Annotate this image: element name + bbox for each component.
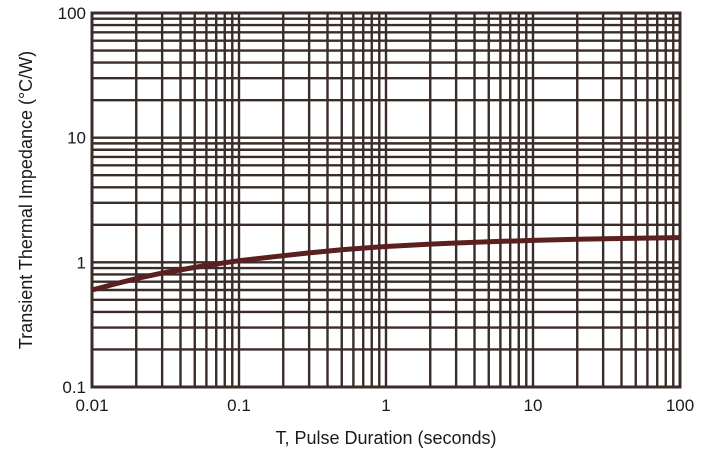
- grid: [90, 11, 682, 389]
- x-tick-labels: 0.01 0.1 1 10 100: [75, 396, 694, 415]
- x-tick-label: 0.01: [75, 396, 108, 415]
- y-axis-title: Transient Thermal Impedance (°C/W): [16, 51, 36, 349]
- plot-frame: [90, 11, 682, 389]
- series-group: [91, 235, 681, 293]
- impedance-curve: [91, 235, 681, 293]
- y-tick-label: 0.1: [62, 378, 86, 397]
- x-tick-label: 0.1: [227, 396, 251, 415]
- y-tick-label: 1: [77, 253, 86, 272]
- x-axis-title: T, Pulse Duration (seconds): [275, 428, 496, 448]
- y-tick-label: 10: [67, 129, 86, 148]
- x-tick-label: 1: [381, 396, 390, 415]
- y-tick-labels: 0.1 1 10 100: [58, 4, 86, 397]
- x-tick-label: 10: [524, 396, 543, 415]
- x-tick-label: 100: [666, 396, 694, 415]
- y-tick-label: 100: [58, 4, 86, 23]
